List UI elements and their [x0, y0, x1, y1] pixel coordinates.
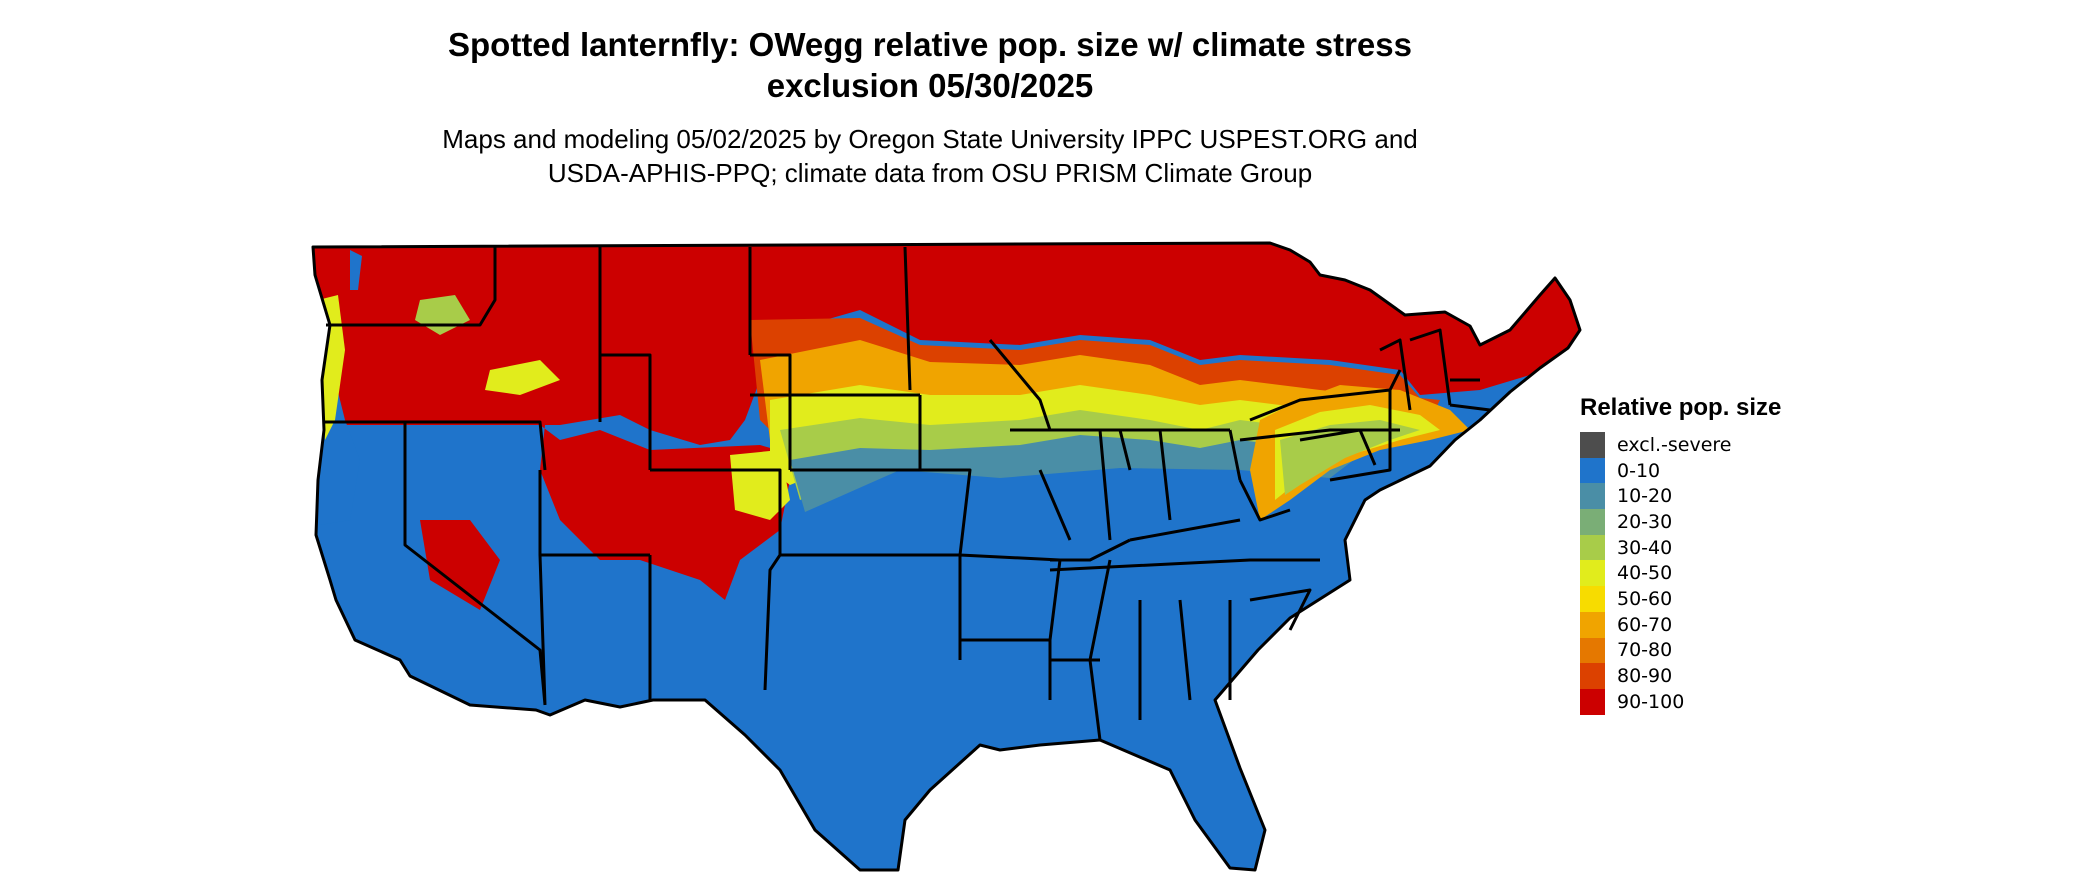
legend-swatch [1580, 586, 1605, 612]
legend-item: 40-50 [1580, 560, 1781, 587]
legend-item: 20-30 [1580, 509, 1781, 535]
legend-item: 60-70 [1580, 611, 1781, 638]
zone-puget-sound [350, 250, 362, 290]
legend-item: 90-100 [1580, 688, 1781, 715]
legend-title: Relative pop. size [1580, 394, 1782, 421]
legend-label: excl.-severe [1617, 433, 1732, 456]
map-subtitle-line1: Maps and modeling 05/02/2025 by Oregon S… [442, 124, 1418, 154]
risk-raster [313, 243, 1580, 870]
legend-label: 40-50 [1617, 562, 1673, 585]
legend-label: 80-90 [1617, 665, 1673, 688]
legend-swatch [1580, 509, 1605, 535]
legend: Relative pop. size excl.-severe 0-10 10-… [1580, 394, 1781, 715]
legend-item: 80-90 [1580, 663, 1781, 689]
legend-label: 50-60 [1617, 587, 1673, 610]
legend-item: 0-10 [1580, 457, 1781, 484]
legend-label: 70-80 [1617, 639, 1673, 662]
border-midwest-lines [988, 339, 1400, 741]
border-plains-lines [750, 246, 1131, 700]
map-title: Spotted lanternfly: OWegg relative pop. … [0, 24, 1860, 106]
legend-label: 0-10 [1617, 459, 1661, 482]
zone-10-20 [790, 435, 1360, 512]
map-title-line2: exclusion 05/30/2025 [766, 67, 1094, 104]
legend-swatch [1580, 663, 1605, 689]
zone-southwest-fringe [420, 520, 500, 610]
legend-label: 60-70 [1617, 613, 1673, 636]
legend-swatch [1580, 560, 1605, 587]
legend-label: 10-20 [1617, 485, 1673, 508]
legend-label: 90-100 [1617, 690, 1685, 713]
map-subtitle: Maps and modeling 05/02/2025 by Oregon S… [0, 122, 1860, 190]
zone-snake-river [485, 360, 560, 395]
map-title-line1: Spotted lanternfly: OWegg relative pop. … [448, 26, 1412, 63]
legend-swatch [1580, 688, 1605, 715]
border-northeast-lines [1249, 328, 1491, 482]
legend-label: 20-30 [1617, 510, 1673, 533]
legend-swatch [1580, 483, 1605, 510]
legend-swatch [1580, 432, 1605, 458]
zone-90-100 [313, 243, 1580, 445]
legend-label: 30-40 [1617, 536, 1673, 559]
zone-high-plains-south [730, 450, 790, 520]
state-boundaries [311, 241, 1582, 872]
legend-swatch [1580, 534, 1605, 561]
legend-item: 70-80 [1580, 637, 1781, 664]
legend-item: 50-60 [1580, 586, 1781, 612]
legend-item: 10-20 [1580, 483, 1781, 510]
legend-swatch [1580, 611, 1605, 638]
legend-item: 30-40 [1580, 534, 1781, 561]
legend-swatch [1580, 637, 1605, 664]
us-outline [311, 241, 1582, 872]
map-subtitle-line2: USDA-APHIS-PPQ; climate data from OSU PR… [547, 158, 1313, 188]
legend-swatch [1580, 457, 1605, 484]
legend-item: excl.-severe [1580, 432, 1781, 458]
